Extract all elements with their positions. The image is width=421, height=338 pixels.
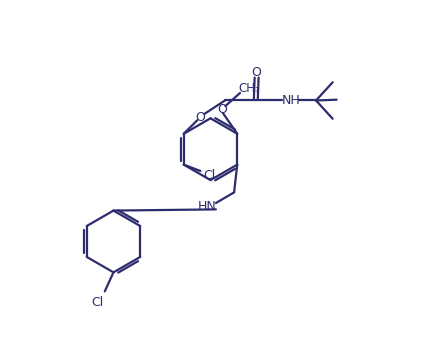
Text: O: O (195, 111, 205, 124)
Text: Cl: Cl (91, 296, 104, 309)
Text: CH₃: CH₃ (238, 82, 260, 95)
Text: O: O (252, 66, 261, 79)
Text: NH: NH (282, 94, 301, 107)
Text: Cl: Cl (203, 169, 216, 182)
Text: HN: HN (198, 200, 216, 213)
Text: O: O (217, 103, 227, 117)
